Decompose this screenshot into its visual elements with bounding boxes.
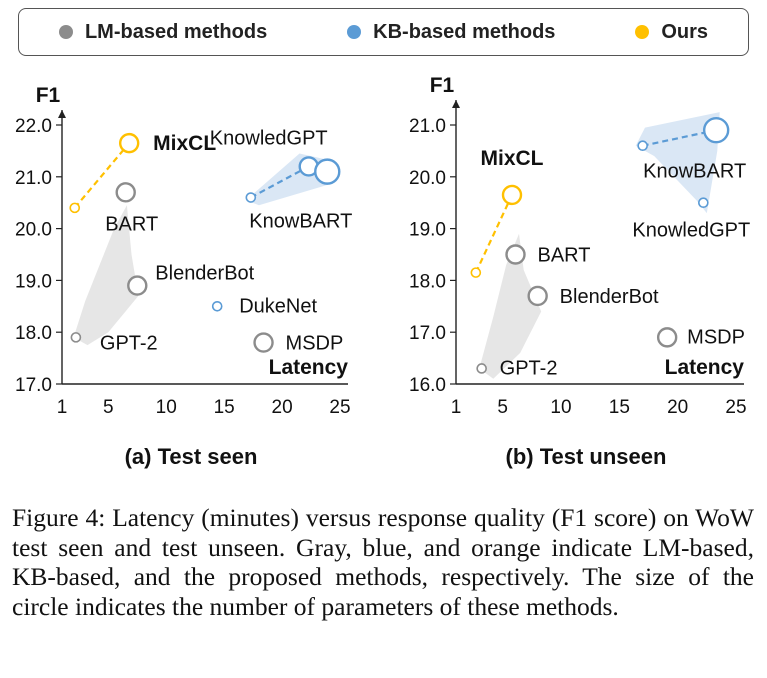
point-label-blenderbot: BlenderBot bbox=[155, 263, 254, 285]
y-tick-label: 20.0 bbox=[15, 220, 52, 241]
point-blenderbot bbox=[127, 275, 148, 296]
lm-region bbox=[479, 233, 542, 379]
point-mixcl bbox=[501, 184, 523, 206]
point-knowbart bbox=[637, 140, 648, 152]
point-kb-variant bbox=[314, 158, 341, 185]
x-tick-label: 25 bbox=[329, 397, 350, 418]
point-label-blenderbot: BlenderBot bbox=[560, 286, 659, 308]
legend-entry-lm: LM-based methods bbox=[58, 20, 268, 44]
point-ours-variant bbox=[69, 202, 81, 214]
x-tick-label: 25 bbox=[725, 397, 746, 418]
x-tick-label: 1 bbox=[57, 397, 68, 418]
point-label-knowledgpt: KnowledGPT bbox=[632, 220, 750, 242]
y-tick-label: 19.0 bbox=[409, 220, 446, 241]
legend-dot-ours bbox=[635, 25, 650, 39]
point-kb-variant bbox=[702, 116, 730, 144]
legend-entry-kb: KB-based methods bbox=[347, 21, 555, 44]
y-axis-arrow bbox=[58, 110, 66, 118]
y-tick-label: 18.0 bbox=[15, 323, 52, 344]
legend-label-kb: KB-based methods bbox=[373, 20, 556, 43]
point-label-msdp: MSDP bbox=[687, 326, 745, 348]
x-axis-label: Latency bbox=[665, 356, 745, 379]
x-tick-label: 10 bbox=[156, 397, 177, 418]
point-label-mixcl: MixCL bbox=[153, 132, 216, 155]
y-axis-arrow bbox=[452, 100, 460, 108]
point-label-gpt-2: GPT-2 bbox=[500, 357, 558, 379]
legend-label-lm: LM-based methods bbox=[84, 20, 268, 43]
y-tick-label: 21.0 bbox=[15, 168, 52, 189]
ours-connector-line bbox=[73, 142, 131, 209]
point-knowbart bbox=[245, 192, 257, 203]
x-tick-label: 5 bbox=[103, 397, 114, 418]
figure-caption: Figure 4: Latency (minutes) versus respo… bbox=[12, 503, 754, 621]
point-label-gpt-2: GPT-2 bbox=[100, 332, 158, 354]
y-tick-label: 20.0 bbox=[409, 168, 446, 189]
point-bart bbox=[505, 244, 526, 265]
x-tick-label: 5 bbox=[497, 397, 508, 418]
kb-region bbox=[635, 112, 720, 214]
y-tick-label: 17.0 bbox=[409, 323, 446, 344]
chart-test-unseen: 16.017.018.019.020.021.01 5 10 15 20 25F1Late… bbox=[409, 74, 750, 469]
legend-label-ours: Ours bbox=[661, 20, 709, 43]
x-tick-label: 20 bbox=[667, 397, 688, 418]
legend: LM-based methods KB-based methods Ours bbox=[18, 8, 749, 56]
subplot-title: (b) Test unseen bbox=[506, 444, 667, 469]
point-knowledgpt bbox=[698, 197, 709, 208]
point-label-mixcl: MixCL bbox=[481, 147, 544, 170]
y-axis-label: F1 bbox=[430, 74, 455, 97]
x-tick-label: 15 bbox=[609, 397, 630, 418]
point-mixcl bbox=[118, 132, 140, 154]
point-label-bart: BART bbox=[105, 213, 158, 235]
point-label-dukenet: DukeNet bbox=[239, 295, 317, 317]
point-label-knowbart: KnowBART bbox=[643, 161, 746, 183]
y-tick-label: 17.0 bbox=[15, 375, 52, 396]
point-gpt-2 bbox=[70, 332, 82, 343]
x-tick-label: 10 bbox=[550, 397, 571, 418]
x-tick-label: 1 bbox=[451, 397, 462, 418]
y-axis-label: F1 bbox=[36, 84, 61, 107]
point-dukenet bbox=[211, 301, 223, 312]
x-tick-label: 15 bbox=[214, 397, 235, 418]
y-tick-label: 22.0 bbox=[15, 116, 52, 137]
lm-region bbox=[73, 205, 139, 346]
point-label-knowledgpt: KnowledGPT bbox=[210, 127, 328, 149]
ours-connector-line bbox=[474, 194, 513, 274]
legend-dot-kb bbox=[347, 25, 362, 39]
legend-dot-lm bbox=[58, 25, 73, 39]
point-gpt-2 bbox=[476, 363, 487, 374]
y-tick-label: 16.0 bbox=[409, 375, 446, 396]
point-label-bart: BART bbox=[538, 245, 591, 267]
point-msdp bbox=[253, 332, 274, 353]
point-blenderbot bbox=[527, 285, 548, 307]
y-tick-label: 21.0 bbox=[409, 116, 446, 137]
point-ours-variant bbox=[470, 267, 482, 278]
kb-connector-line bbox=[250, 165, 310, 199]
point-msdp bbox=[656, 327, 678, 348]
subplot-title: (a) Test seen bbox=[125, 444, 258, 469]
y-tick-label: 19.0 bbox=[15, 271, 52, 292]
point-label-knowbart: KnowBART bbox=[249, 211, 352, 233]
point-label-msdp: MSDP bbox=[286, 333, 344, 355]
legend-entry-ours: Ours bbox=[635, 21, 708, 44]
y-tick-label: 18.0 bbox=[409, 271, 446, 292]
point-bart bbox=[115, 182, 136, 203]
x-axis-label: Latency bbox=[269, 356, 349, 379]
x-tick-label: 20 bbox=[272, 397, 293, 418]
chart-test-seen: 17.018.019.020.021.022.01 5 10 15 20 25F1Late… bbox=[15, 84, 352, 469]
